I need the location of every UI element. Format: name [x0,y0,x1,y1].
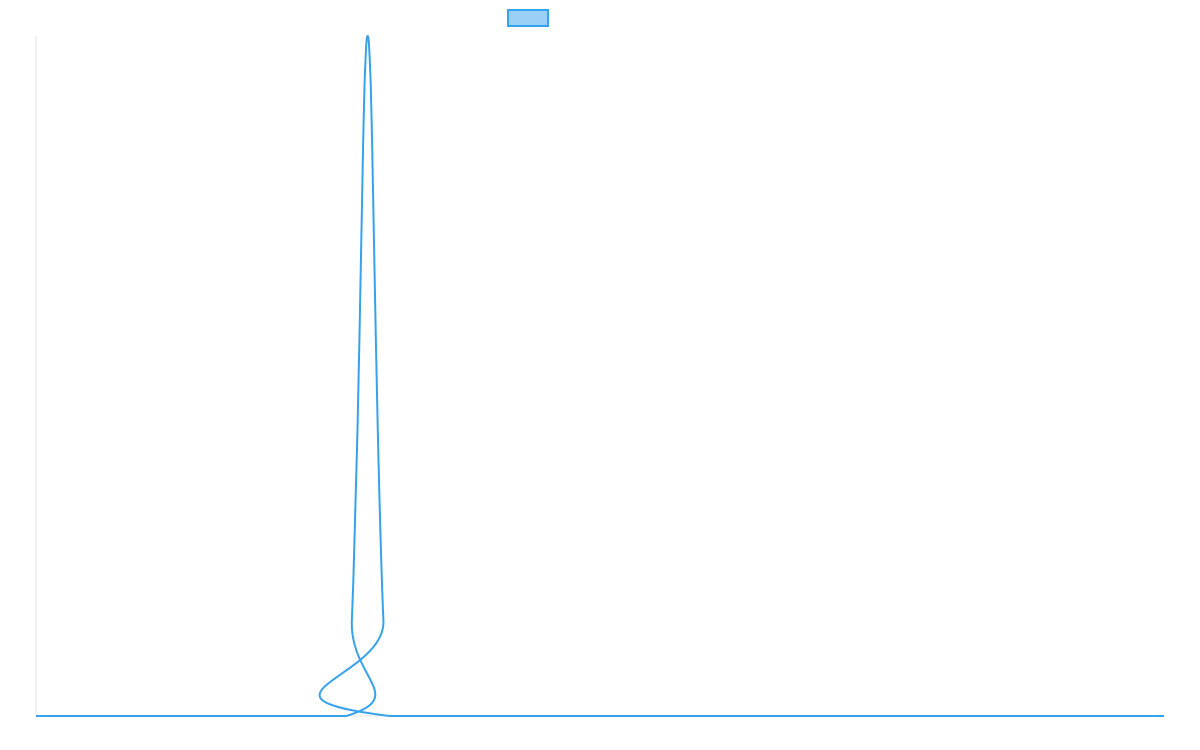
axes [35,36,1164,717]
series-layer [36,35,1164,718]
legend[interactable] [507,9,549,27]
legend-swatch-0[interactable] [507,9,549,27]
series-line-0[interactable] [36,35,1164,718]
